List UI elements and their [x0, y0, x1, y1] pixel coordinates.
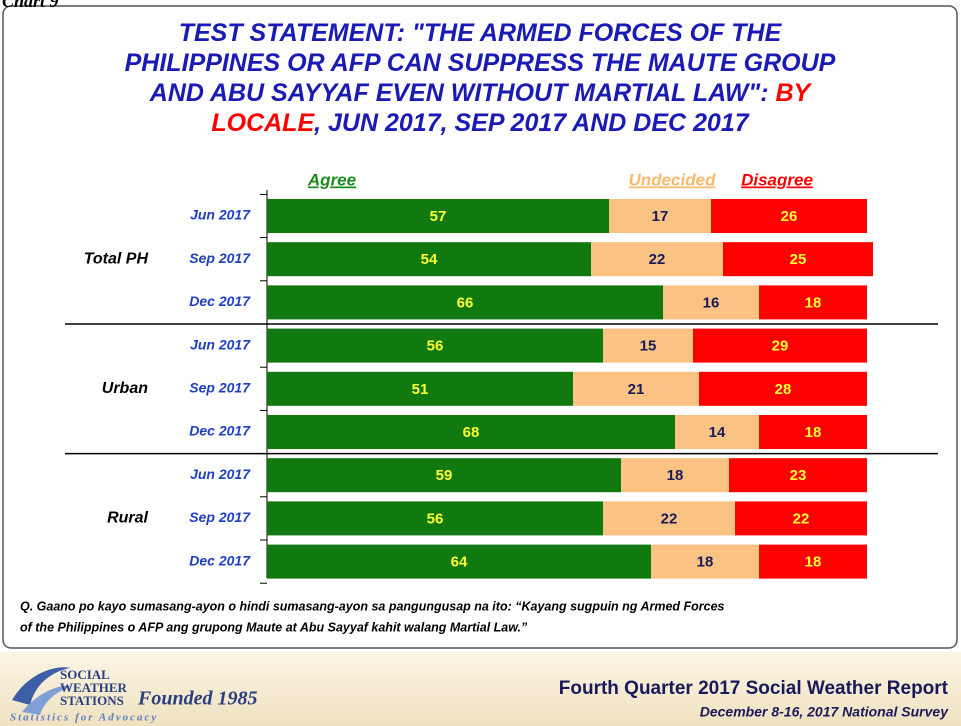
- legend-label: Undecided: [629, 170, 717, 189]
- logo-text: SOCIAL: [60, 667, 110, 682]
- title-line: AND ABU SAYYAF EVEN WITHOUT MARTIAL LAW"…: [149, 79, 813, 107]
- category-label: Jun 2017: [190, 207, 251, 223]
- value-label: 18: [805, 424, 822, 441]
- category-label: Dec 2017: [189, 293, 251, 309]
- bar-segment: [651, 544, 759, 579]
- report-name: Fourth Quarter 2017 Social Weather Repor…: [559, 678, 949, 699]
- bar-segment: [759, 285, 867, 320]
- value-label: 26: [781, 208, 798, 225]
- bar-segment: [267, 285, 663, 320]
- bar-segment: [591, 242, 723, 277]
- legend-label: Agree: [307, 170, 356, 189]
- value-label: 29: [772, 338, 789, 355]
- chart-label: Chart 9: [2, 0, 59, 11]
- bar-segment: [267, 242, 591, 277]
- value-label: 21: [628, 381, 645, 398]
- bar-segment: [729, 458, 867, 493]
- tagline: Statistics for Advocacy: [10, 712, 158, 724]
- logo-mark: [12, 667, 70, 705]
- value-label: 15: [640, 338, 657, 355]
- value-label: 59: [436, 467, 453, 484]
- frame: [2, 5, 958, 649]
- bar-segment: [267, 199, 609, 233]
- bar-segment: [267, 544, 651, 579]
- value-label: 64: [451, 554, 468, 571]
- bar-segment: [603, 501, 735, 536]
- bar-segment: [603, 328, 693, 363]
- value-label: 22: [661, 510, 678, 527]
- logo-text: STATIONS: [60, 693, 124, 708]
- footer-band: [0, 652, 961, 726]
- group-label: Total PH: [84, 250, 149, 267]
- title-line: LOCALE, JUN 2017, SEP 2017 AND DEC 2017: [211, 109, 749, 137]
- value-label: 17: [652, 208, 669, 225]
- bar-segment: [759, 415, 867, 449]
- group-label: Rural: [107, 510, 148, 527]
- bar-segment: [663, 285, 759, 320]
- value-label: 18: [667, 467, 684, 484]
- category-label: Sep 2017: [189, 380, 251, 396]
- logo-text: WEATHER: [60, 680, 128, 695]
- title-segment: LOCALE: [211, 109, 315, 137]
- category-label: Sep 2017: [189, 250, 251, 266]
- category-label: Dec 2017: [189, 552, 251, 568]
- chart-title: TEST STATEMENT: "THE ARMED FORCES OF THE…: [125, 19, 836, 137]
- category-label: Sep 2017: [189, 509, 251, 525]
- category-label: Dec 2017: [189, 423, 251, 439]
- value-label: 54: [421, 251, 438, 268]
- question: of the Philippines o AFP ang grupong Mau…: [20, 620, 528, 634]
- title-segment: BY: [776, 79, 813, 107]
- value-label: 28: [775, 381, 792, 398]
- bar-segment: [267, 328, 603, 363]
- bar-segment: [267, 458, 621, 493]
- bar-segment: [573, 371, 699, 406]
- category-label: Jun 2017: [190, 336, 251, 352]
- bar-segment: [267, 415, 675, 449]
- value-label: 25: [790, 251, 807, 268]
- title-segment: , JUN 2017, SEP 2017 AND DEC 2017: [313, 109, 750, 137]
- value-label: 51: [412, 381, 429, 398]
- value-label: 57: [430, 208, 447, 225]
- question: Q. Gaano po kayo sumasang-ayon o hindi s…: [20, 599, 725, 613]
- title-line: PHILIPPINES OR AFP CAN SUPPRESS THE MAUT…: [125, 49, 836, 77]
- bar-segment: [621, 458, 729, 493]
- bar-segment: [267, 371, 573, 406]
- value-label: 68: [463, 424, 480, 441]
- group-label: Urban: [102, 380, 148, 397]
- logo-mark: [22, 685, 72, 715]
- value-label: 56: [427, 338, 444, 355]
- title-segment: AND ABU SAYYAF EVEN WITHOUT MARTIAL LAW"…: [149, 79, 776, 107]
- survey-date: December 8-16, 2017 National Survey: [700, 704, 949, 720]
- bar-segment: [711, 199, 867, 233]
- bar-segment: [699, 371, 867, 406]
- bar-segment: [723, 242, 873, 277]
- bar-segment: [693, 328, 867, 363]
- value-label: 56: [427, 510, 444, 527]
- value-label: 18: [697, 554, 714, 571]
- bar-segment: [735, 501, 867, 536]
- legend-label: Disagree: [741, 170, 813, 189]
- value-label: 18: [805, 294, 822, 311]
- bar-segment: [759, 544, 867, 579]
- title-segment: PHILIPPINES OR AFP CAN SUPPRESS THE MAUT…: [125, 49, 836, 77]
- value-label: 23: [790, 467, 807, 484]
- value-label: 22: [649, 251, 666, 268]
- value-label: 22: [793, 510, 810, 527]
- title-line: TEST STATEMENT: "THE ARMED FORCES OF THE: [179, 19, 783, 47]
- value-label: 66: [457, 294, 474, 311]
- founded: Founded 1985: [137, 688, 257, 710]
- category-label: Jun 2017: [190, 466, 251, 482]
- value-label: 18: [805, 554, 822, 571]
- value-label: 14: [709, 424, 726, 441]
- bar-segment: [675, 415, 759, 449]
- bar-segment: [609, 199, 711, 233]
- value-label: 16: [703, 294, 720, 311]
- bar-segment: [267, 501, 603, 536]
- title-segment: TEST STATEMENT: "THE ARMED FORCES OF THE: [179, 19, 783, 47]
